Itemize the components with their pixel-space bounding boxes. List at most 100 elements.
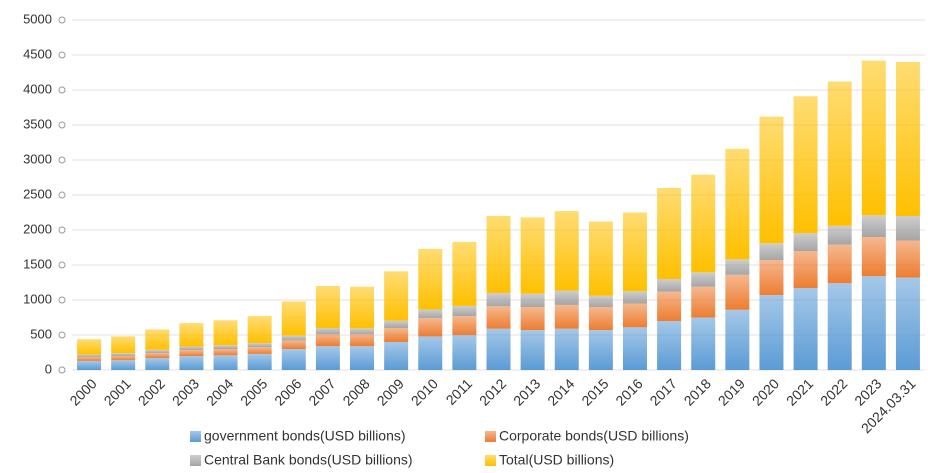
bar-segment [418,336,443,370]
bar-segment [145,329,170,350]
y-tick-label: 2500 [23,186,52,201]
y-tick-label: 3000 [23,151,52,166]
bar-segment [588,330,613,370]
bar-segment [520,217,545,294]
bar-segment [622,327,647,370]
bar-segment [691,317,716,370]
bar-segment [793,251,818,289]
bar-segment [861,237,886,277]
bar-segment [384,271,409,321]
x-tick-label: 2000 [66,375,99,408]
bar-segment [350,334,375,347]
x-tick-label: 2018 [681,375,714,408]
bar-segment [281,340,306,349]
bar-segment [315,346,340,370]
bar-segment [827,244,852,284]
bar-segment [77,354,102,358]
tick-marker [58,86,66,94]
bar-segment [384,328,409,342]
bar-segment [452,316,477,335]
bar-segment [657,321,682,370]
bar-segment [145,349,170,354]
y-tick-label: 4500 [23,46,52,61]
bar-segment [657,188,682,279]
x-tick-label: 2015 [578,375,611,408]
bar-segment [350,346,375,370]
bar-segment [281,301,306,336]
legend-label: Total(USD billions) [499,452,614,468]
bar-segment [145,353,170,359]
bar-segment [554,211,579,291]
bar-segment [827,283,852,370]
bar-segment [179,356,204,370]
bar-segment [384,320,409,328]
legend-label: government bonds(USD billions) [204,428,406,444]
bar-segment [622,303,647,328]
bar-segment [486,306,511,329]
x-tick-label: 2020 [749,375,782,408]
bar-segment [179,323,204,347]
bar-segment [895,240,920,278]
legend-swatch [485,431,496,442]
bar-segment [554,328,579,370]
bar-segment [691,286,716,318]
bar-segment [725,274,750,310]
bar-segment [622,212,647,292]
bar-segment [213,320,238,346]
x-tick-label: 2004 [203,375,236,408]
bar-segment [622,291,647,304]
bar-segment [861,60,886,216]
bar-segment [179,350,204,356]
legend-label: Central Bank bonds(USD billions) [204,452,413,468]
tick-marker [58,121,66,129]
x-tick-label: 2011 [443,375,476,408]
bar-segment [520,293,545,307]
legend-swatch [190,431,201,442]
bar-segment [418,309,443,319]
bar-segment [350,286,375,329]
tick-marker [58,261,66,269]
legend-swatch [485,455,496,466]
bar-segment [793,96,818,234]
x-tick-label: 2006 [271,375,304,408]
bar-segment [657,279,682,292]
bar-segment [759,116,784,244]
bar-segment [725,259,750,275]
bar-segment [554,304,579,329]
tick-marker [58,331,66,339]
bar-segment [827,81,852,226]
bar-segment [793,288,818,370]
bar-segment [384,342,409,370]
x-tick-label: 2012 [476,375,509,408]
bar-segment [452,241,477,306]
x-tick-label: 2007 [305,375,338,408]
bar-segment [281,335,306,341]
bar-segment [452,305,477,317]
bar-segment [77,339,102,355]
bar-segment [486,328,511,370]
bar-segment [759,260,784,296]
bar-segment [793,233,818,251]
bar-segment [827,225,852,245]
x-tick-label: 2001 [101,375,134,408]
y-tick-label: 500 [30,326,52,341]
x-tick-label: 2016 [612,375,645,408]
bar-segment [111,360,136,370]
bar-segment [315,334,340,347]
x-tick-label: 2019 [715,375,748,408]
tick-marker [58,226,66,234]
bar-segment [77,357,102,361]
bar-segment [213,355,238,370]
bar-segment [350,328,375,335]
y-tick-label: 1000 [23,291,52,306]
bar-segment [486,216,511,293]
tick-marker [58,366,66,374]
x-tick-label: 2013 [510,375,543,408]
x-tick-label: 2003 [169,375,202,408]
bar-segment [520,307,545,331]
bar-segment [691,174,716,273]
tick-marker [58,296,66,304]
legend-label: Corporate bonds(USD billions) [499,428,689,444]
tick-marker [58,51,66,59]
